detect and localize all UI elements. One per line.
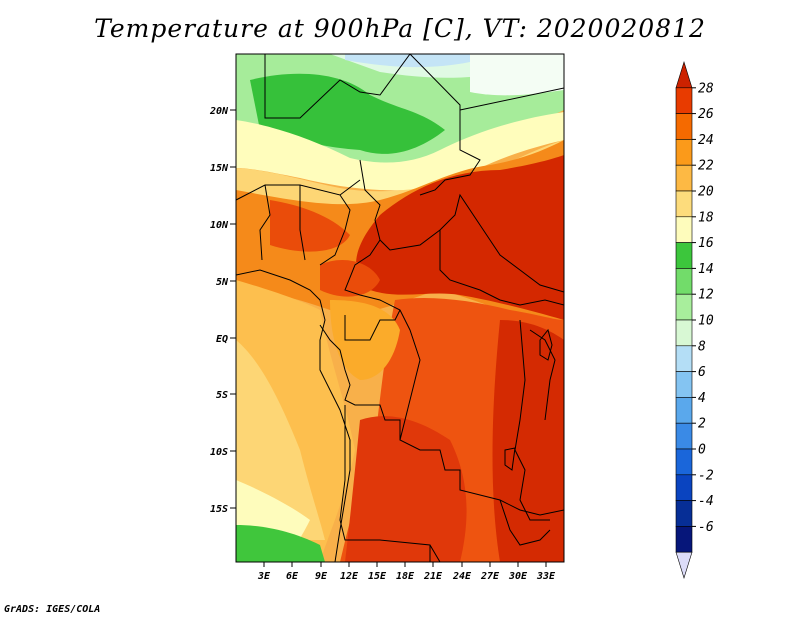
map-title: Temperature at 900hPa [C], VT: 202002081… xyxy=(94,14,706,43)
lat-label-eq: EQ xyxy=(216,334,228,345)
plot-frame xyxy=(235,53,565,563)
colorbar-swatch xyxy=(675,448,693,476)
lat-label-5n: 5N xyxy=(216,277,229,288)
lon-label-6e: 6E xyxy=(286,571,299,582)
lat-label-5s: 5S xyxy=(216,390,228,401)
colorbar-swatch xyxy=(675,242,693,269)
colorbar-swatch xyxy=(675,139,693,166)
colorbar-swatch xyxy=(675,319,693,347)
lon-label-9e: 9E xyxy=(315,571,328,582)
colorbar-label: 28 xyxy=(698,81,714,96)
colorbar-swatch xyxy=(675,371,693,398)
colorbar-swatch xyxy=(675,190,693,218)
colorbar-swatch xyxy=(675,87,693,114)
lat-label-15s: 15S xyxy=(210,504,228,515)
lon-label-27e: 27E xyxy=(480,571,500,582)
colorbar-label: 22 xyxy=(698,159,714,174)
colorbar-label: 4 xyxy=(698,391,706,406)
colorbar-label: 14 xyxy=(698,262,714,277)
latitude-axis: 20N 15N 10N 5N EQ 5S 10S 15S xyxy=(209,106,236,515)
lon-label-15e: 15E xyxy=(368,571,387,582)
colorbar-swatch xyxy=(675,293,693,321)
colorbar-top-arrow xyxy=(675,60,693,89)
lat-label-10s: 10S xyxy=(210,447,228,458)
colorbar-swatch xyxy=(675,500,693,527)
lon-label-21e: 21E xyxy=(423,571,443,582)
colorbar-label: 12 xyxy=(698,288,714,303)
colorbar-label: 16 xyxy=(698,236,714,251)
colorbar-swatch xyxy=(675,345,693,372)
colorbar-swatch xyxy=(675,268,693,295)
colorbar-swatch xyxy=(675,397,693,424)
colorbar-swatch xyxy=(675,526,693,553)
temperature-field xyxy=(236,54,564,562)
colorbar-label: 6 xyxy=(698,365,706,380)
colorbar-bottom-arrow xyxy=(675,551,693,580)
lon-label-12e: 12E xyxy=(340,571,359,582)
colorbar-label: 8 xyxy=(698,339,706,354)
longitude-axis: 3E 6E 9E 12E 15E 18E 21E 24E 27E 30E 33E xyxy=(257,562,556,582)
colorbar-label: 26 xyxy=(698,107,714,122)
colorbar-label: -6 xyxy=(698,520,714,535)
colorbar-swatch xyxy=(675,216,693,243)
lat-label-20n: 20N xyxy=(209,106,229,117)
colorbar-label: 10 xyxy=(698,314,714,329)
lon-label-18e: 18E xyxy=(396,571,415,582)
colorbar-swatch xyxy=(675,422,693,450)
lon-label-30e: 30E xyxy=(508,571,528,582)
lat-label-10n: 10N xyxy=(210,220,229,231)
lon-label-33e: 33E xyxy=(536,571,556,582)
lat-label-15n: 15N xyxy=(210,163,229,174)
colorbar-swatch xyxy=(675,164,693,192)
colorbar-label: -2 xyxy=(698,468,714,483)
colorbar-label: 20 xyxy=(698,185,714,200)
colorbar-label: 2 xyxy=(698,417,706,432)
credit-text: GrADS: IGES/COLA xyxy=(4,604,101,615)
lon-label-24e: 24E xyxy=(452,571,472,582)
country-borders xyxy=(236,54,564,562)
colorbar-label: 24 xyxy=(698,133,714,148)
colorbar-label: 0 xyxy=(698,443,706,458)
colorbar-label: 18 xyxy=(698,210,714,225)
lon-label-3e: 3E xyxy=(257,571,271,582)
colorbar-label: -4 xyxy=(698,494,714,509)
colorbar-swatch xyxy=(675,474,693,501)
colorbar-swatch xyxy=(675,113,693,140)
